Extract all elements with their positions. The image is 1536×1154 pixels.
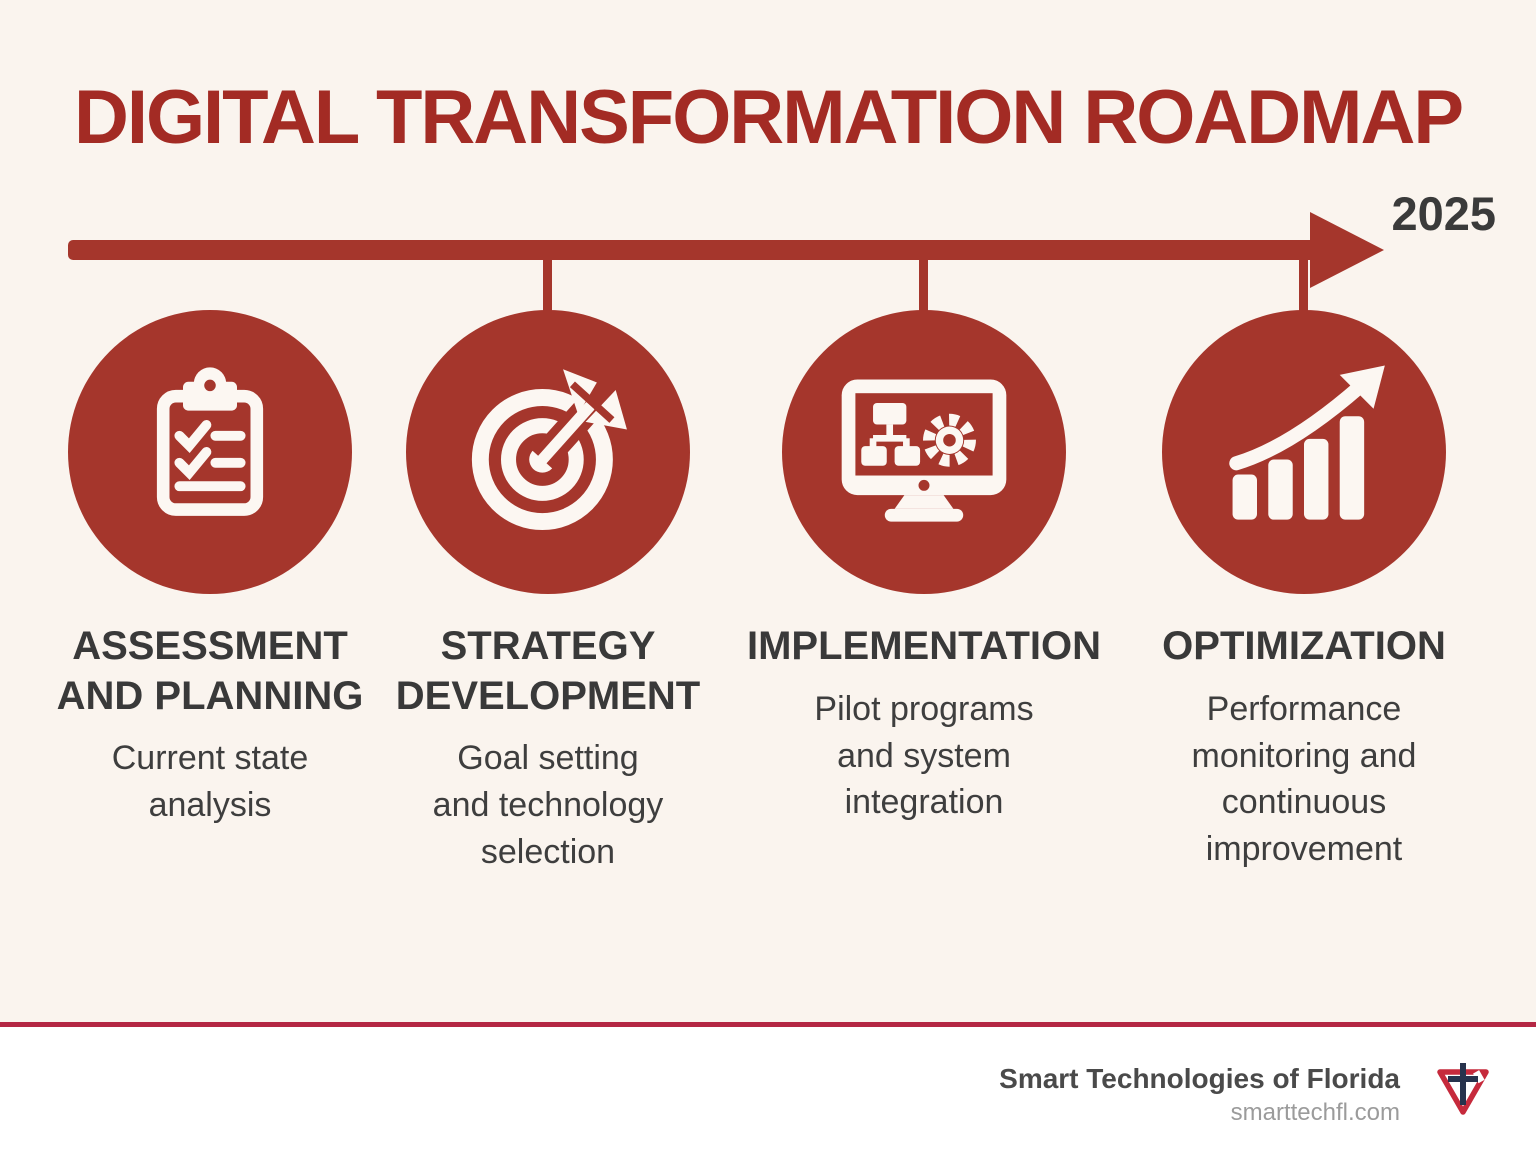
website-url: smarttechfl.com bbox=[1230, 1099, 1400, 1126]
page-title: DIGITAL TRANSFORMATION ROADMAP bbox=[73, 75, 1464, 160]
clipboard-checklist-icon bbox=[156, 367, 264, 516]
footer bbox=[0, 1027, 1536, 1154]
timeline-bar bbox=[68, 240, 1318, 260]
triangle-cross-logo-icon bbox=[1437, 1063, 1489, 1115]
target-arrow-icon bbox=[471, 369, 627, 531]
phase-column-assessment: ASSESSMENT AND PLANNING Current state an… bbox=[20, 622, 400, 829]
monitor-workflow-gear-icon bbox=[841, 379, 1007, 522]
phase-column-optimization: OPTIMIZATION Performance monitoring and … bbox=[1114, 622, 1494, 873]
phase-title: IMPLEMENTATION bbox=[746, 624, 1102, 668]
phase-circle-strategy bbox=[406, 310, 690, 594]
phase-description: Performance monitoring and continuous im… bbox=[1191, 689, 1417, 869]
company-name: Smart Technologies of Florida bbox=[999, 1063, 1400, 1094]
phase-circle-optimization bbox=[1162, 310, 1446, 594]
phase-title: OPTIMIZATION bbox=[1162, 624, 1446, 668]
phase-title: STRATEGY DEVELOPMENT bbox=[395, 624, 701, 718]
year-label: 2025 bbox=[1391, 187, 1496, 240]
phase-column-strategy: STRATEGY DEVELOPMENT Goal setting and te… bbox=[358, 622, 738, 876]
phase-column-implementation: IMPLEMENTATION Pilot programs and system… bbox=[734, 622, 1114, 826]
phase-description: Pilot programs and system integration bbox=[814, 689, 1034, 822]
timeline-connector bbox=[919, 256, 928, 314]
phase-circle-implementation bbox=[782, 310, 1066, 594]
phase-circle-assessment bbox=[68, 310, 352, 594]
phase-description: Current state analysis bbox=[111, 739, 309, 825]
timeline-arrowhead-icon bbox=[1310, 212, 1384, 288]
phase-description: Goal setting and technology selection bbox=[432, 739, 664, 871]
growth-chart-arrow-icon bbox=[1229, 365, 1385, 520]
timeline-connector bbox=[543, 256, 552, 314]
phase-title: ASSESSMENT AND PLANNING bbox=[56, 624, 364, 718]
timeline-connector bbox=[1299, 256, 1308, 314]
footer-divider bbox=[0, 1022, 1536, 1027]
